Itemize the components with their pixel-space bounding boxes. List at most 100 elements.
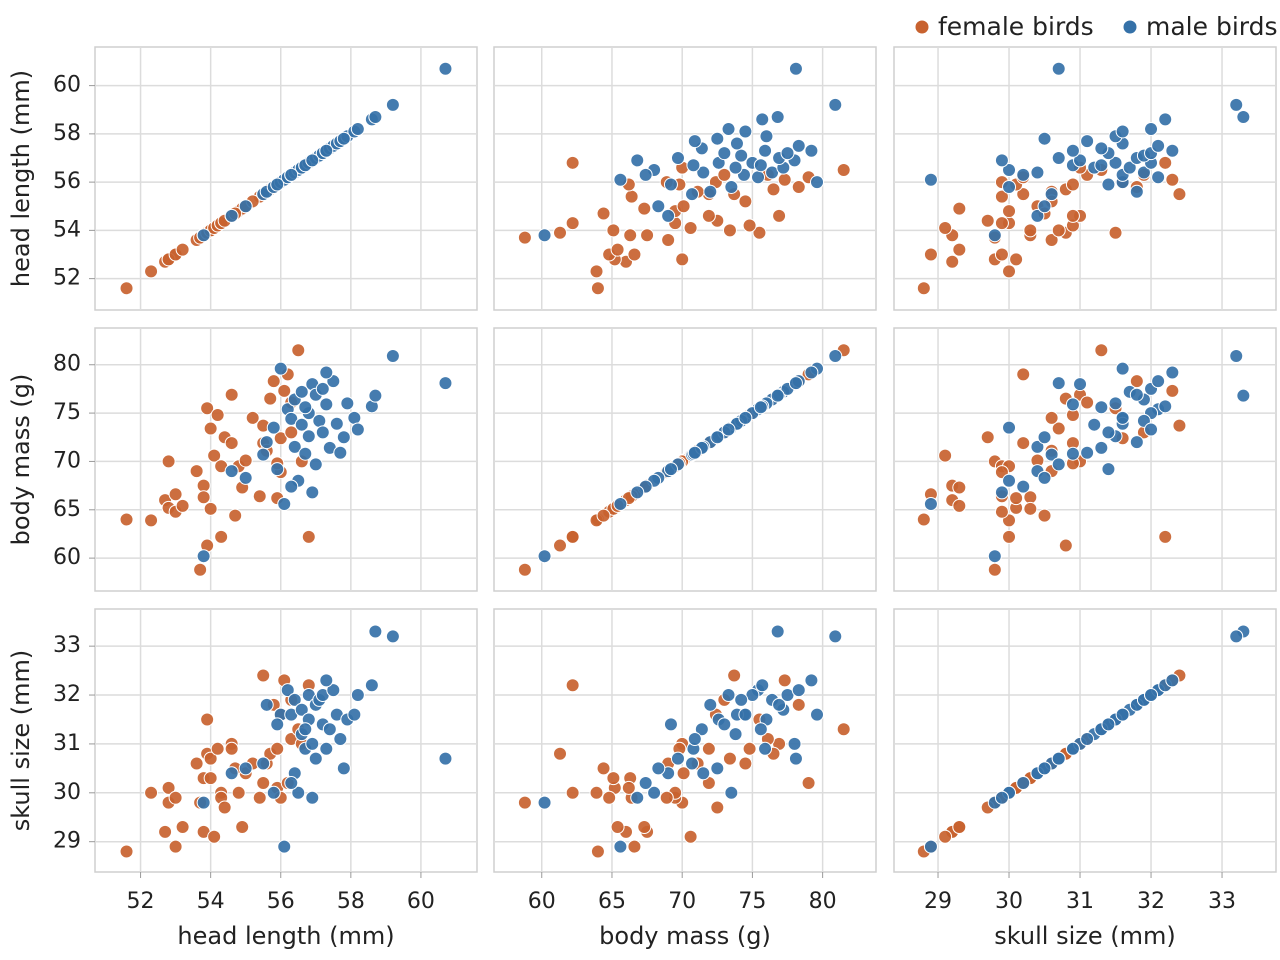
point: [724, 179, 739, 194]
point: [1087, 417, 1102, 432]
point: [1108, 155, 1123, 170]
point: [1030, 165, 1045, 180]
point: [1101, 462, 1116, 477]
point: [438, 376, 453, 391]
point: [1051, 61, 1066, 76]
point: [742, 218, 757, 233]
point: [438, 61, 453, 76]
point: [638, 167, 653, 182]
point: [368, 109, 383, 124]
point: [252, 790, 267, 805]
point: [1129, 184, 1144, 199]
point: [788, 376, 803, 391]
point: [661, 233, 676, 248]
point: [196, 478, 211, 493]
point: [256, 447, 271, 462]
point: [119, 281, 134, 296]
point: [676, 199, 691, 214]
point: [350, 122, 365, 137]
point: [613, 172, 628, 187]
point: [305, 485, 320, 500]
point: [517, 562, 532, 577]
point: [517, 795, 532, 810]
point: [193, 562, 208, 577]
point: [1129, 387, 1144, 402]
point: [1016, 187, 1031, 202]
point: [945, 254, 960, 269]
panel: [94, 46, 478, 311]
point: [553, 538, 568, 553]
point: [676, 766, 691, 781]
point: [734, 148, 749, 163]
point: [319, 143, 334, 158]
point: [696, 766, 711, 781]
point: [661, 208, 676, 223]
point: [1165, 383, 1180, 398]
point: [214, 529, 229, 544]
point: [1115, 410, 1130, 425]
point: [758, 741, 773, 756]
point: [994, 216, 1009, 231]
point: [952, 498, 967, 513]
point: [305, 153, 320, 168]
point: [759, 129, 774, 144]
point: [1065, 397, 1080, 412]
y-tick-label: 65: [53, 497, 81, 522]
point: [1094, 440, 1109, 455]
legend-label: female birds: [938, 12, 1094, 41]
point: [777, 172, 792, 187]
point: [1144, 122, 1159, 137]
x-tick-label: 52: [127, 889, 155, 914]
point: [553, 746, 568, 761]
point: [319, 741, 334, 756]
point: [259, 435, 274, 450]
point: [1030, 208, 1045, 223]
point: [916, 281, 931, 296]
point: [368, 624, 383, 639]
point: [651, 199, 666, 214]
point: [277, 839, 292, 854]
point: [315, 425, 330, 440]
point: [772, 697, 787, 712]
point: [1129, 435, 1144, 450]
point: [623, 228, 638, 243]
point: [753, 158, 768, 173]
y-tick-label: 75: [53, 400, 81, 425]
point: [738, 410, 753, 425]
point: [158, 824, 173, 839]
point: [1115, 707, 1130, 722]
point: [589, 264, 604, 279]
point: [938, 448, 953, 463]
point: [791, 683, 806, 698]
point: [663, 177, 678, 192]
point: [277, 383, 292, 398]
point: [752, 225, 767, 240]
point: [210, 408, 225, 423]
point: [923, 172, 938, 187]
panel: [893, 327, 1277, 592]
point: [336, 131, 351, 146]
point: [788, 751, 803, 766]
point: [1037, 470, 1052, 485]
point: [1136, 165, 1151, 180]
point: [224, 387, 239, 402]
point: [590, 844, 605, 859]
point: [1144, 688, 1159, 703]
point: [722, 751, 737, 766]
point: [994, 153, 1009, 168]
point: [203, 501, 218, 516]
point: [284, 425, 299, 440]
point: [1094, 400, 1109, 415]
point: [916, 512, 931, 527]
point: [637, 201, 652, 216]
y-tick-label: 31: [53, 731, 81, 756]
point: [565, 529, 580, 544]
y-tick-label: 54: [53, 217, 81, 242]
x-axis-label: head length (mm): [177, 922, 394, 950]
point: [294, 417, 309, 432]
point: [1158, 399, 1173, 414]
point: [613, 839, 628, 854]
point: [273, 431, 288, 446]
point: [1080, 134, 1095, 149]
